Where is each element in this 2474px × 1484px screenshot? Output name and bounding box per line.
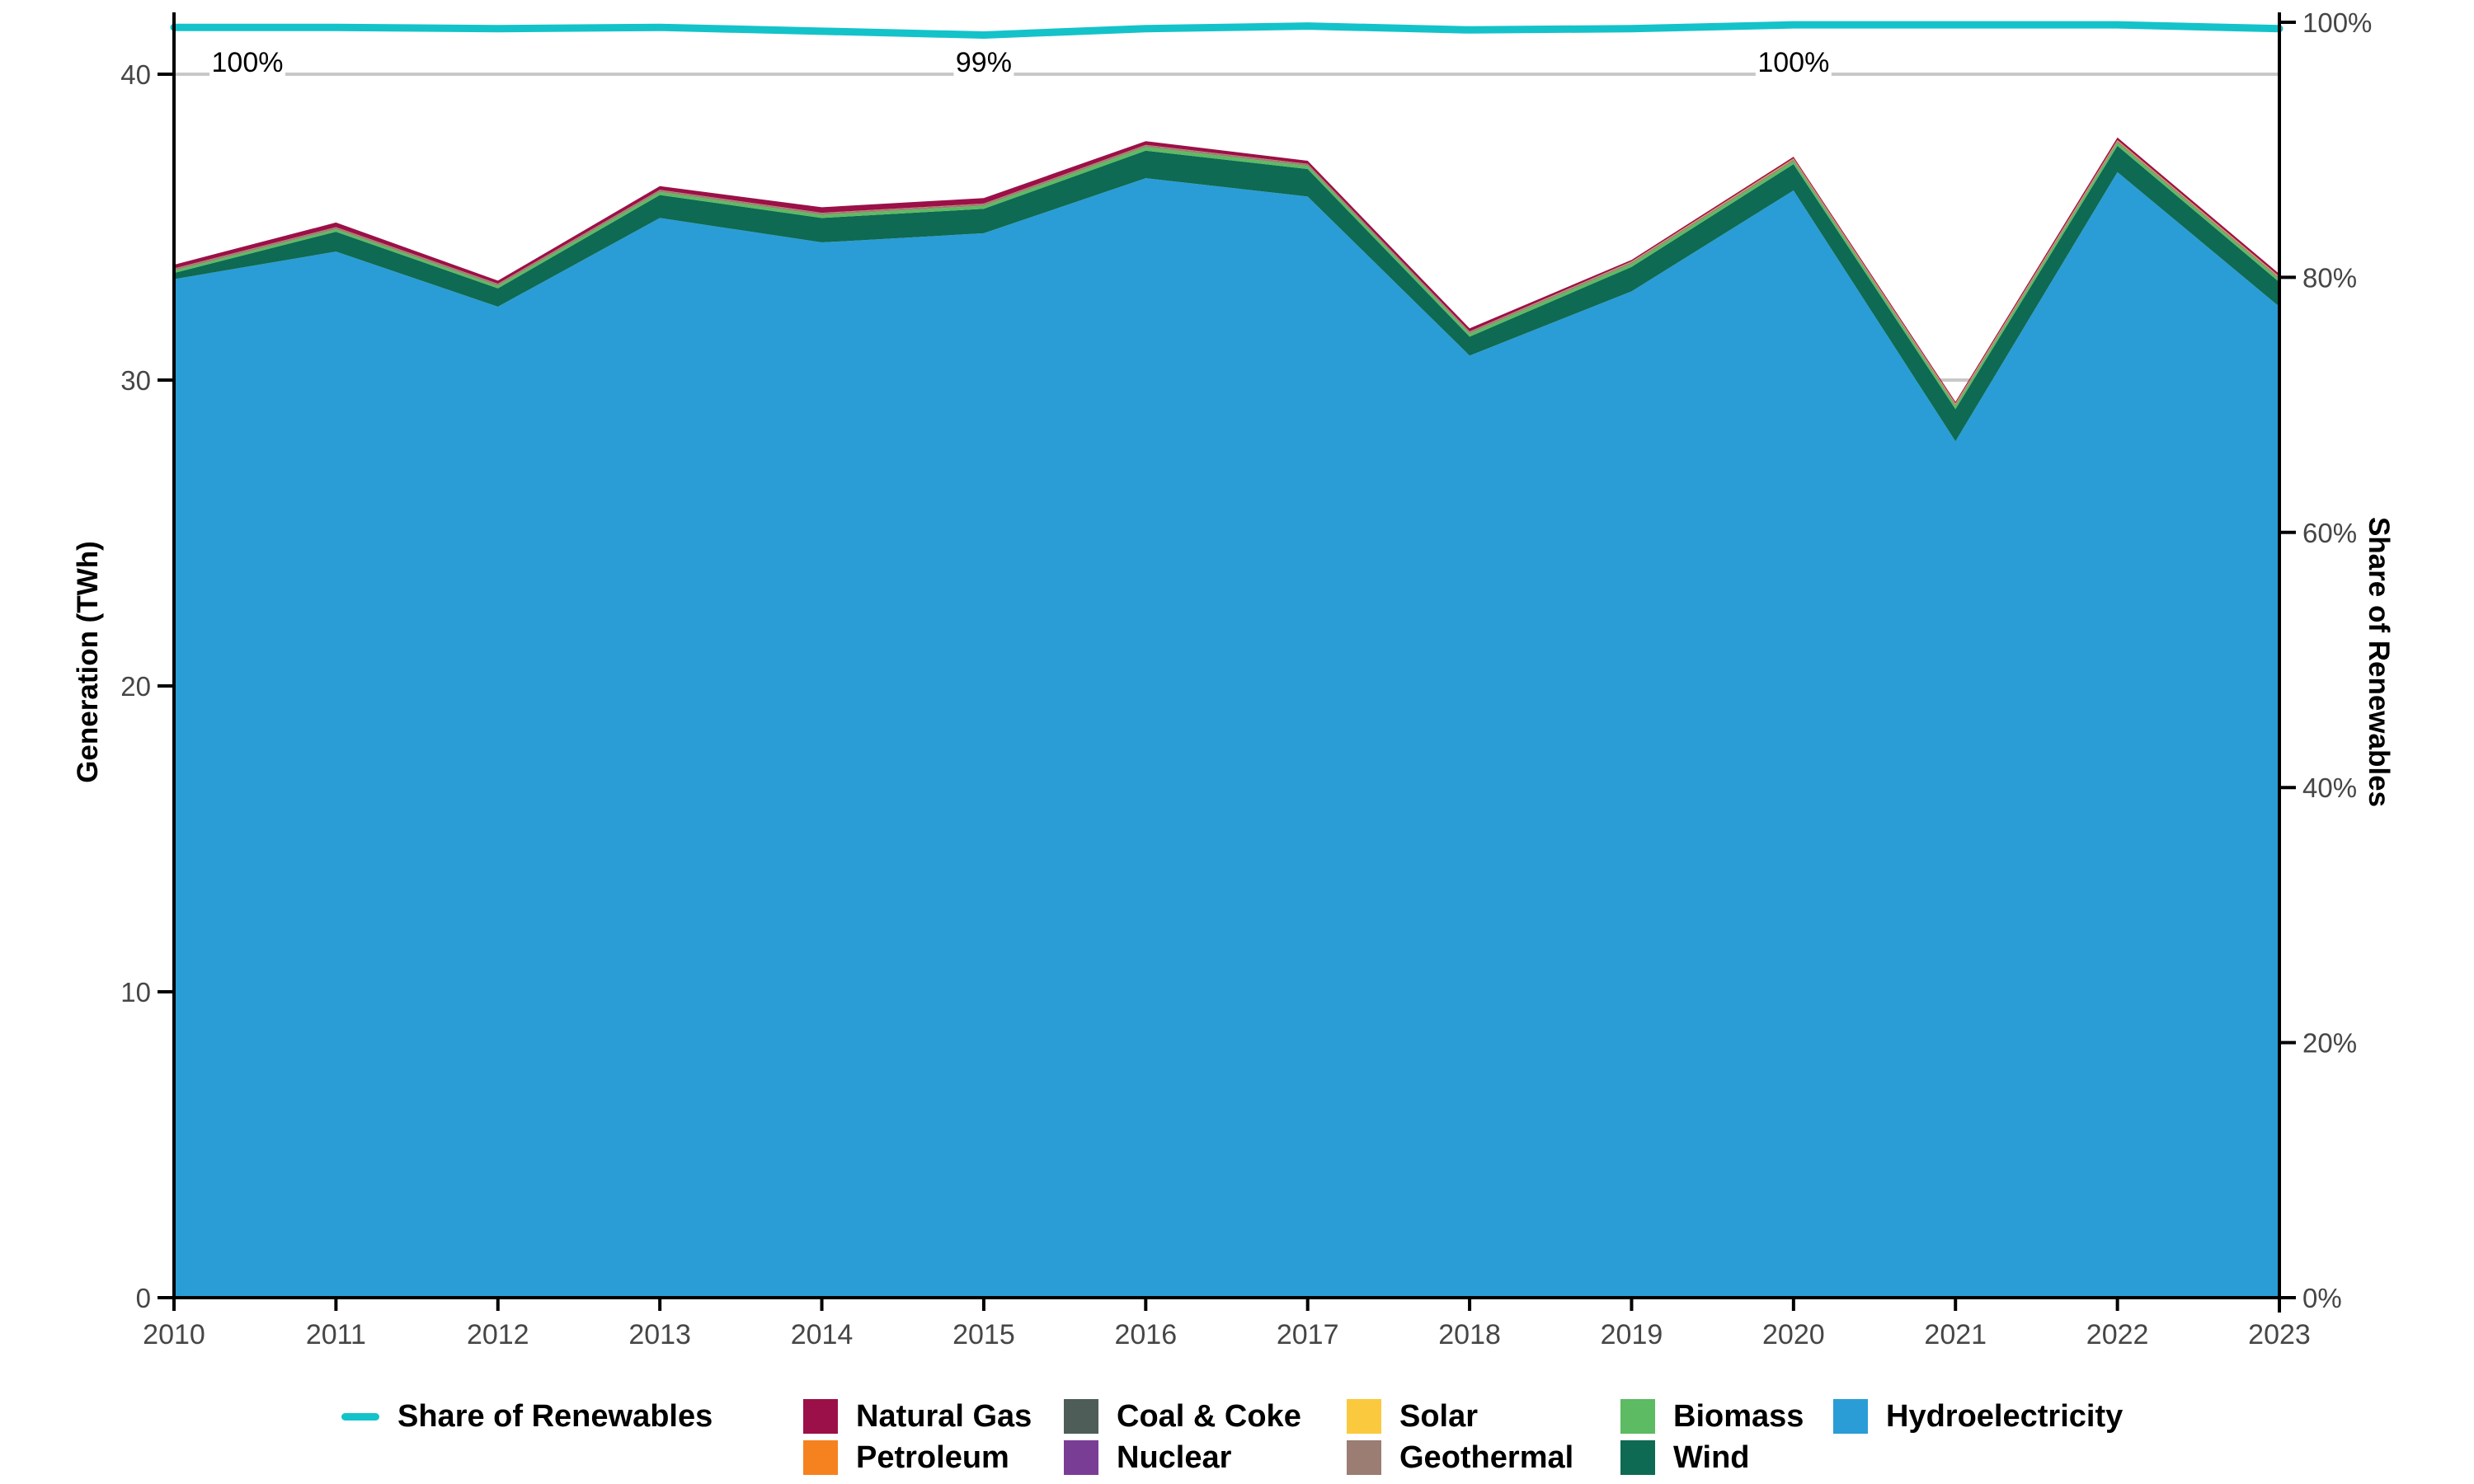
- legend-entry-solar: Solar: [1347, 1397, 1573, 1436]
- petroleum-swatch-icon: [803, 1440, 838, 1475]
- legend-label-hydroelectricity: Hydroelectricity: [1886, 1398, 2124, 1434]
- x-tick-label-2018: 2018: [1438, 1319, 1501, 1350]
- coal-coke-swatch-icon: [1064, 1399, 1098, 1434]
- legend-label-solar: Solar: [1399, 1398, 1479, 1434]
- x-tick-label-2022: 2022: [2086, 1319, 2149, 1350]
- left-tick-label-40: 40: [120, 59, 151, 90]
- x-tick-label-2021: 2021: [1924, 1319, 1987, 1350]
- x-tick-label-2023: 2023: [2248, 1319, 2311, 1350]
- left-axis-title: Generation (TWh): [72, 541, 104, 783]
- legend-label-geothermal: Geothermal: [1399, 1439, 1574, 1475]
- x-tick-label-2016: 2016: [1114, 1319, 1177, 1350]
- left-tick-label-0: 0: [136, 1283, 151, 1313]
- x-tick-label-2015: 2015: [952, 1319, 1015, 1350]
- wind-swatch-icon: [1620, 1440, 1655, 1475]
- natural-gas-swatch-icon: [803, 1399, 838, 1434]
- legend-entry-nuclear: Nuclear: [1064, 1438, 1301, 1477]
- legend-label-share-of-renewables: Share of Renewables: [397, 1398, 713, 1434]
- right-tick-label-80: 80%: [2302, 262, 2357, 293]
- legend-entry-petroleum: Petroleum: [803, 1438, 1032, 1477]
- legend-label-wind: Wind: [1673, 1439, 1750, 1475]
- x-tick-label-2017: 2017: [1277, 1319, 1339, 1350]
- legend-entry-wind: Wind: [1620, 1438, 1804, 1477]
- legend-label-coal-coke: Coal & Coke: [1117, 1398, 1301, 1434]
- legend-label-nuclear: Nuclear: [1117, 1439, 1232, 1475]
- legend-column-5: Hydroelectricity: [1833, 1397, 2123, 1438]
- left-tick-label-10: 10: [120, 977, 151, 1007]
- biomass-swatch-icon: [1620, 1399, 1655, 1434]
- legend-label-biomass: Biomass: [1673, 1398, 1804, 1434]
- legend-column-3: Solar Geothermal: [1347, 1397, 1573, 1479]
- area-hydroelectricity: [174, 171, 2279, 1298]
- x-tick-label-2010: 2010: [143, 1319, 205, 1350]
- legend-label-natural-gas: Natural Gas: [856, 1398, 1032, 1434]
- legend-entry-biomass: Biomass: [1620, 1397, 1804, 1436]
- annotation-label-1: 99%: [956, 47, 1012, 78]
- nuclear-swatch-icon: [1064, 1440, 1098, 1475]
- right-axis-title: Share of Renewables: [2363, 516, 2395, 808]
- annotation-bg-0: [209, 45, 285, 81]
- legend-entry-hydroelectricity: Hydroelectricity: [1833, 1397, 2123, 1436]
- x-tick-label-2012: 2012: [467, 1319, 529, 1350]
- annotation-label-0: 100%: [212, 47, 284, 78]
- x-tick-label-2011: 2011: [306, 1319, 366, 1350]
- legend-entry-coal-coke: Coal & Coke: [1064, 1397, 1301, 1436]
- right-tick-label-0: 0%: [2302, 1283, 2342, 1313]
- hydroelectricity-swatch-icon: [1833, 1399, 1868, 1434]
- area-wind: [174, 145, 2279, 442]
- share-of-renewables-line: [170, 21, 2284, 39]
- geothermal-swatch-icon: [1347, 1440, 1381, 1475]
- x-tick-label-2020: 2020: [1762, 1319, 1825, 1350]
- right-tick-label-40: 40%: [2302, 773, 2357, 803]
- x-tick-label-2013: 2013: [628, 1319, 691, 1350]
- legend-column-1: Natural Gas Petroleum: [803, 1397, 1032, 1479]
- right-tick-label-20: 20%: [2302, 1028, 2357, 1059]
- x-tick-label-2014: 2014: [791, 1319, 854, 1350]
- right-tick-label-100: 100%: [2302, 7, 2372, 38]
- annotation-bg-2: [1755, 45, 1832, 81]
- right-tick-label-60: 60%: [2302, 518, 2357, 548]
- legend-entry-geothermal: Geothermal: [1347, 1438, 1573, 1477]
- chart-legend: Share of Renewables Natural Gas Petroleum C…: [0, 1397, 2474, 1484]
- x-tick-label-2019: 2019: [1601, 1319, 1663, 1350]
- legend-entry-natural-gas: Natural Gas: [803, 1397, 1032, 1436]
- left-tick-label-30: 30: [120, 365, 151, 396]
- legend-column-4: Biomass Wind: [1620, 1397, 1804, 1479]
- legend-label-petroleum: Petroleum: [856, 1439, 1009, 1475]
- left-tick-label-20: 20: [120, 671, 151, 702]
- annotation-bg-1: [953, 45, 1014, 81]
- annotation-label-2: 100%: [1757, 47, 1829, 78]
- share-of-renewables-swatch-icon: [341, 1412, 379, 1421]
- legend-column-2: Coal & Coke Nuclear: [1064, 1397, 1301, 1479]
- legend-entry-share-of-renewables: Share of Renewables: [341, 1397, 713, 1436]
- solar-swatch-icon: [1347, 1399, 1381, 1434]
- legend-column-0: Share of Renewables: [341, 1397, 713, 1438]
